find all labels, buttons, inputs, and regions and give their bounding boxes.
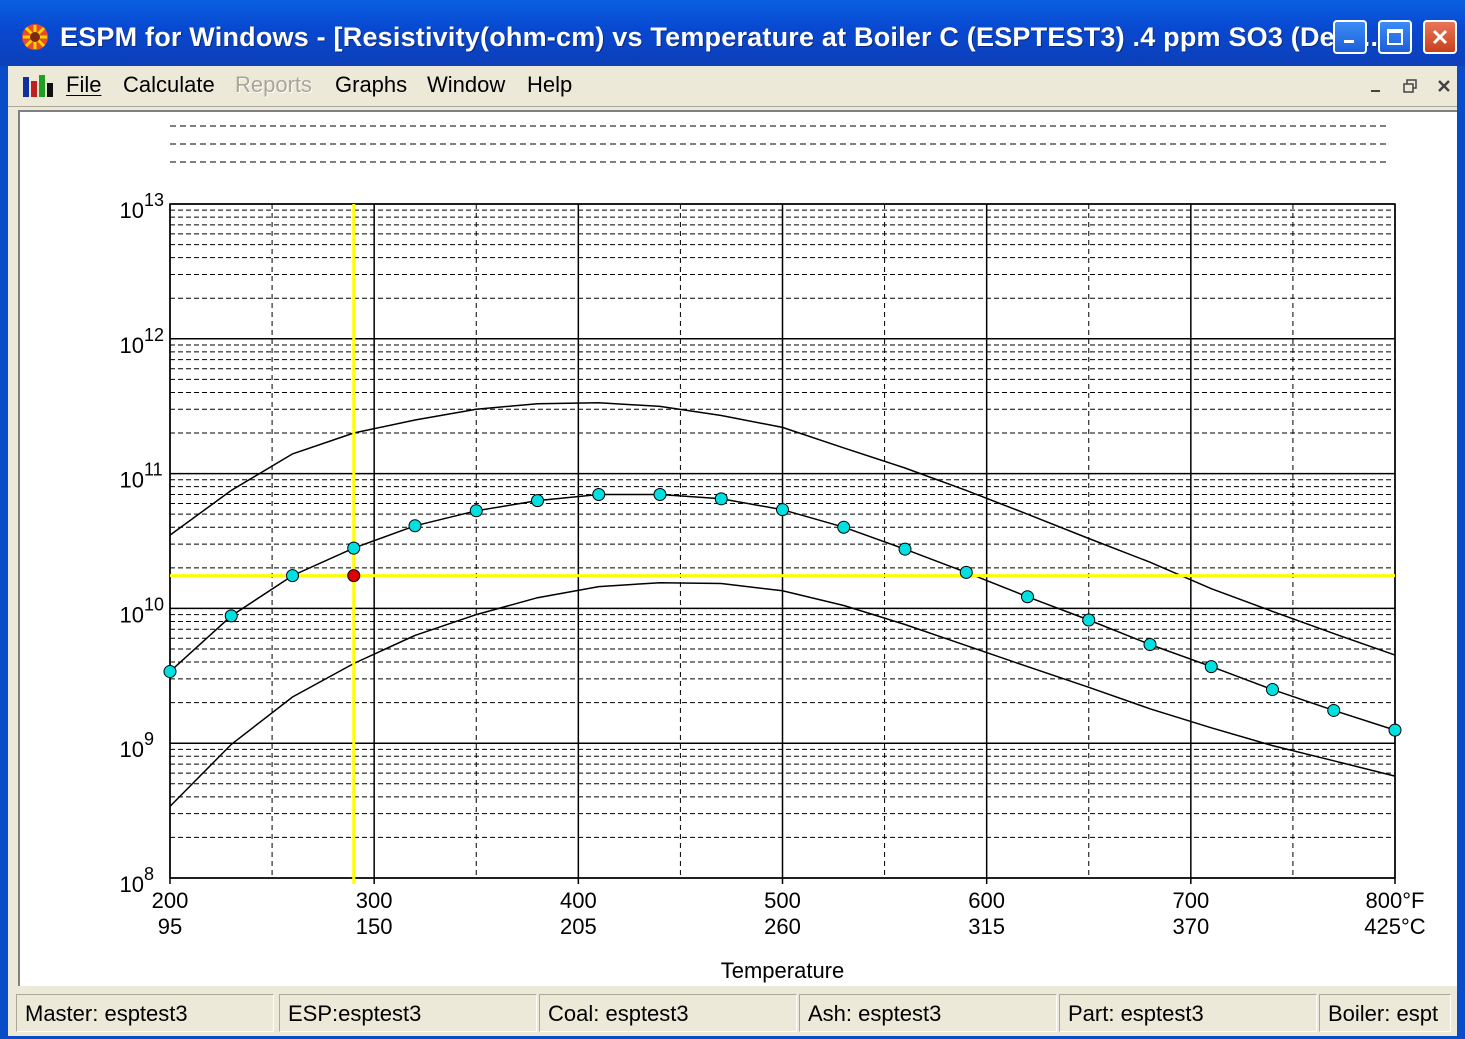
status-coal: Coal: esptest3: [539, 994, 797, 1032]
close-icon: [1432, 29, 1448, 45]
mdi-restore-icon: [1403, 79, 1417, 93]
y-tick-label: 10: [120, 737, 144, 762]
plot-frame: [169, 203, 1396, 879]
x-tick-label-c: 150: [356, 914, 393, 939]
y-tick-exponent: 9: [144, 729, 154, 749]
data-point: [1143, 637, 1157, 651]
x-tick-label-c: 260: [764, 914, 801, 939]
data-point: [347, 541, 361, 555]
cursor-point: [347, 569, 361, 583]
y-tick-label: 10: [120, 333, 144, 358]
x-tick-label-f: 600: [968, 888, 1005, 913]
title-bar[interactable]: ESPM for Windows - [Resistivity(ohm-cm) …: [0, 0, 1465, 66]
maximize-icon: [1387, 29, 1403, 45]
data-point: [1266, 683, 1279, 697]
data-point: [1388, 723, 1402, 737]
mdi-minimize-icon: [1371, 90, 1380, 92]
y-tick-label: 10: [120, 468, 144, 493]
y-tick-exponent: 10: [144, 594, 164, 614]
data-point: [653, 487, 667, 501]
mdi-close-button[interactable]: [1430, 72, 1458, 100]
data-point: [1082, 613, 1096, 627]
data-point: [1021, 590, 1034, 604]
x-tick-label-f: 500: [764, 888, 801, 913]
x-tick-label-f: 800°F: [1366, 888, 1425, 913]
minimize-icon: [1344, 40, 1354, 43]
y-tick-exponent: 12: [144, 325, 164, 345]
data-point: [898, 542, 912, 556]
x-tick-label-c: 315: [968, 914, 1005, 939]
x-tick-label-c: 370: [1172, 914, 1209, 939]
x-tick-label-f: 200: [152, 888, 189, 913]
y-tick-label: 10: [120, 198, 144, 223]
y-tick-exponent: 13: [144, 190, 164, 210]
data-point: [163, 665, 177, 679]
data-point: [837, 520, 851, 534]
series-line-lower-bound: [169, 581, 1396, 807]
menu-calculate[interactable]: Calculate: [123, 72, 215, 97]
graph-area[interactable]: 10 8 10 9 10 10 10 11 10 12 10 13 200 95 300 150 400 205 5…: [18, 110, 1457, 986]
x-axis-label: Temperature: [721, 958, 845, 983]
data-point: [592, 487, 606, 501]
mdi-client: File Calculate Reports Graphs Window Hel…: [8, 66, 1457, 1036]
data-point: [469, 504, 483, 518]
status-ash: Ash: esptest3: [799, 994, 1057, 1032]
mdi-close-icon: [1438, 80, 1450, 92]
status-esp: ESP:esptest3: [279, 994, 537, 1032]
menu-window[interactable]: Window: [427, 72, 506, 97]
status-bar: Master: esptest3 ESP:esptest3 Coal: espt…: [8, 988, 1457, 1036]
x-tick-label-c: 425°C: [1364, 914, 1426, 939]
data-point: [531, 494, 544, 508]
y-tick-exponent: 8: [144, 864, 154, 884]
x-tick-label-f: 400: [560, 888, 597, 913]
graph-bars-icon[interactable]: [22, 73, 54, 99]
status-boiler: Boiler: espt: [1319, 994, 1451, 1032]
espm-app-icon: [22, 24, 48, 50]
series-line-upper-bound: [169, 402, 1396, 656]
data-point: [714, 492, 728, 506]
data-point: [776, 503, 789, 517]
menu-help[interactable]: Help: [527, 72, 573, 97]
x-tick-label-f: 700: [1172, 888, 1209, 913]
x-tick-label-c: 205: [560, 914, 597, 939]
data-point: [408, 519, 422, 533]
data-point: [1204, 660, 1218, 674]
status-part: Part: esptest3: [1059, 994, 1317, 1032]
minimize-button[interactable]: [1333, 20, 1367, 54]
maximize-button[interactable]: [1378, 20, 1412, 54]
menu-graphs[interactable]: Graphs: [335, 72, 408, 97]
y-tick-label: 10: [120, 602, 144, 627]
menu-file[interactable]: File: [66, 72, 102, 97]
data-point: [224, 609, 238, 623]
close-button[interactable]: [1423, 20, 1457, 54]
status-master: Master: esptest3: [16, 994, 274, 1032]
window-title: ESPM for Windows - [Resistivity(ohm-cm) …: [60, 22, 1379, 52]
x-tick-label-f: 300: [356, 888, 393, 913]
y-tick-label: 10: [120, 872, 144, 897]
mdi-restore-button[interactable]: [1396, 72, 1424, 100]
data-point: [959, 565, 973, 579]
x-tick-label-c: 95: [158, 914, 182, 939]
data-point: [286, 569, 299, 583]
y-tick-exponent: 11: [144, 460, 163, 480]
menu-bar: File Calculate Reports Graphs Window Hel…: [8, 66, 1457, 107]
menu-reports: Reports: [235, 72, 313, 97]
mdi-minimize-button[interactable]: [1362, 72, 1390, 100]
data-point: [1327, 703, 1341, 717]
